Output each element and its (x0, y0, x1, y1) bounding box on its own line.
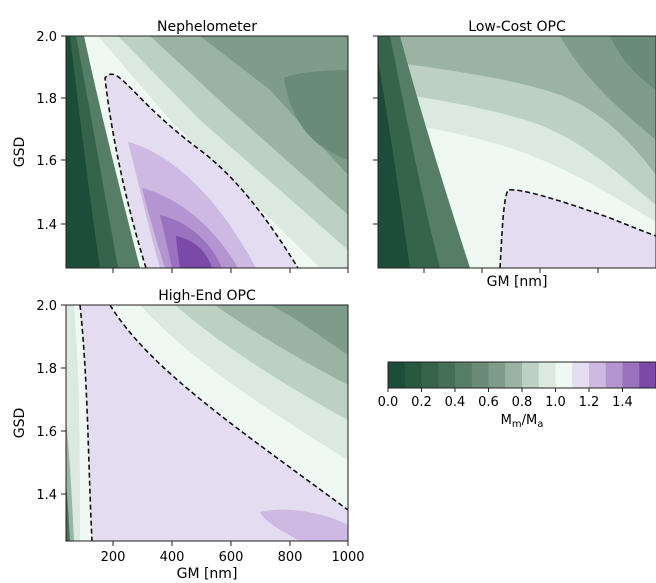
colorbar-label: Mm​/Ma​ (501, 413, 544, 430)
x-tick-label: 400 (160, 550, 185, 565)
heat-band (378, 60, 410, 268)
y-axis-label: GSD (12, 137, 28, 168)
y-axis (373, 35, 378, 225)
colorbar-tick-label: 0.2 (411, 395, 432, 410)
panel-low-cost-opc: Low-Cost OPC GM [nm] (373, 19, 656, 290)
heat-band (500, 189, 656, 268)
x-axis: GM [nm] (423, 268, 599, 290)
colorbar-swatch (438, 362, 456, 388)
y-tick-label: 1.4 (36, 488, 57, 503)
panel-high-end-opc: High-End OPC 1.4 1.6 1.8 2.0 GS (12, 288, 365, 582)
contour-unity-line (104, 73, 299, 268)
x-tick-label: 600 (219, 550, 244, 565)
heat-band (270, 305, 348, 355)
heat-band (610, 36, 656, 90)
colorbar-ticks: 0.0 0.2 0.4 0.6 0.8 1.0 1.2 1.4 (378, 388, 633, 410)
panel-title: High-End OPC (158, 288, 256, 304)
contour-unity-line (79, 305, 93, 541)
y-tick-label: 2.0 (36, 299, 57, 314)
y-axis: 1.4 1.6 1.8 2.0 GSD (12, 299, 66, 503)
heat-band (160, 215, 222, 268)
colorbar-label-part: /M (522, 413, 538, 428)
y-tick-label: 1.4 (36, 218, 57, 233)
y-axis-label: GSD (12, 408, 28, 439)
x-tick-label: 200 (101, 550, 126, 565)
heat-band (176, 236, 212, 268)
contour-unity-line (499, 188, 656, 268)
colorbar-swatch (572, 362, 590, 388)
colorbar-swatch (421, 362, 439, 388)
colorbar-swatch (639, 362, 656, 388)
colorbar-swatch (455, 362, 473, 388)
x-axis-label: GM [nm] (487, 274, 548, 290)
x-tick-label: 1000 (331, 550, 364, 565)
colorbar-swatch (538, 362, 557, 388)
heat-band (142, 188, 238, 268)
colorbar-tick-label: 0.6 (478, 395, 499, 410)
heat-band (66, 480, 70, 541)
colorbar-swatch (622, 362, 640, 388)
colorbar-label-part: M (501, 413, 512, 428)
colorbar-swatch (505, 362, 523, 388)
y-tick-label: 1.6 (36, 425, 57, 440)
colorbar-tick-label: 0.0 (378, 395, 399, 410)
colorbar-swatch (555, 362, 573, 388)
colorbar-tick-label: 1.0 (545, 395, 566, 410)
heat-band (260, 509, 348, 541)
y-tick-label: 2.0 (36, 30, 57, 45)
heat-band (66, 36, 100, 268)
panel-title: Low-Cost OPC (468, 19, 566, 35)
contour-unity-line (109, 305, 348, 511)
y-tick-label: 1.8 (36, 362, 57, 377)
colorbar-label-subscript: a (537, 419, 543, 430)
axes-frame (65, 35, 349, 269)
colorbar-swatch (488, 362, 506, 388)
colorbar-swatches (388, 362, 656, 388)
colorbar-tick-label: 0.4 (445, 395, 466, 410)
colorbar-swatch (605, 362, 624, 388)
axes-frame (377, 35, 656, 269)
x-tick-label: 800 (278, 550, 303, 565)
colorbar-swatch (388, 362, 406, 388)
panel-title: Nephelometer (157, 19, 257, 35)
colorbar-tick-label: 1.4 (612, 395, 633, 410)
y-axis: 1.4 1.6 1.8 2.0 GSD (12, 30, 66, 233)
colorbar-swatch (522, 362, 540, 388)
colorbar-label-subscript: m (512, 419, 522, 430)
x-axis-label: GM [nm] (177, 566, 238, 582)
axes-frame (65, 304, 349, 542)
colorbar-swatch (589, 362, 607, 388)
x-axis (112, 268, 349, 273)
panel-nephelometer: Nephelometer 1.4 1.6 1.8 (12, 19, 349, 273)
colorbar-tick-label: 0.8 (512, 395, 533, 410)
heat-band (284, 70, 348, 160)
colorbar-tick-label: 1.2 (579, 395, 600, 410)
y-tick-label: 1.8 (36, 92, 57, 107)
colorbar-swatch (471, 362, 490, 388)
x-axis: 200 400 600 800 1000 GM [nm] (101, 541, 365, 582)
colorbar-swatch (404, 362, 423, 388)
colorbar: 0.0 0.2 0.4 0.6 0.8 1.0 1.2 1.4 Mm​/Ma​ (378, 361, 656, 430)
y-tick-label: 1.6 (36, 154, 57, 169)
